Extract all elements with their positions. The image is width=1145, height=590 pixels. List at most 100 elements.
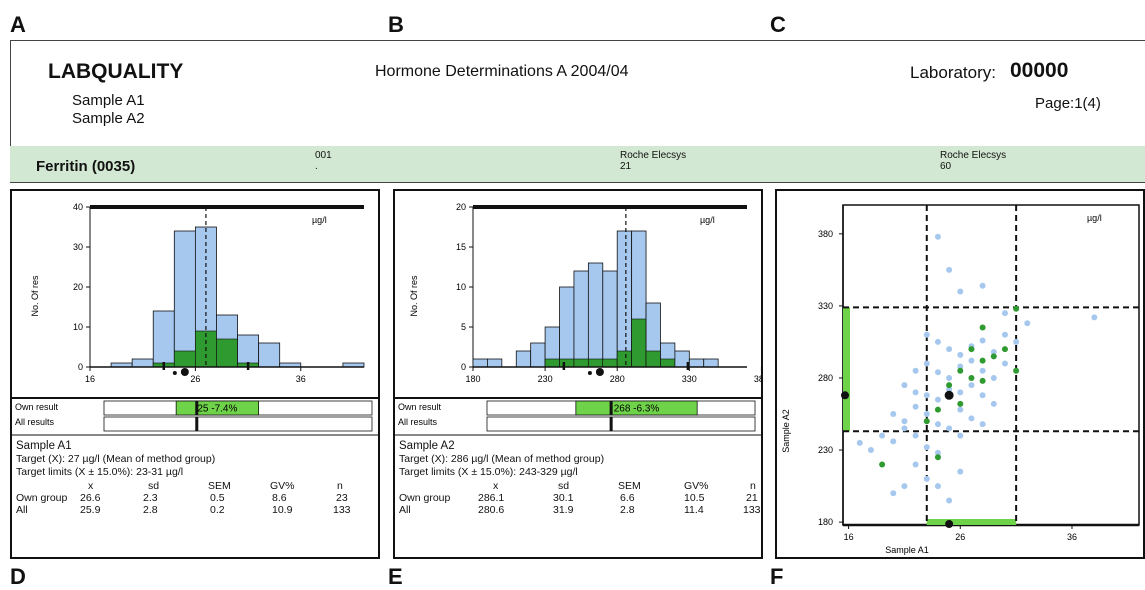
scatter-point-all (934, 338, 941, 345)
stats-a2-h-sd: sd (558, 480, 570, 492)
hist-bar-all (131, 358, 154, 368)
scatter-point-all (968, 415, 975, 422)
stats-a2-own-sd: 30.1 (553, 492, 574, 504)
method-code: 001 (315, 150, 332, 161)
own-result-bar-a1: Own result All results 25 -7.4% (12, 397, 378, 436)
hist-a2-unit: µg/l (700, 215, 715, 225)
scatter-point-own (979, 377, 986, 384)
stats-a1-all-x: 25.9 (80, 504, 101, 516)
histogram-sample-a1: No. Of res µg/l 0 10 20 30 40 16 26 36 (30, 202, 365, 384)
hist-bar-own (588, 358, 604, 368)
hist-y-tick-label: 20 (73, 282, 83, 292)
stats-a2-h-n: n (750, 480, 756, 492)
stats-a2-all-sd: 31.9 (553, 504, 574, 516)
stats-a2-h-cv: GV% (684, 480, 709, 492)
stats-a2-all-cv: 11.4 (684, 504, 704, 516)
scatter-point-all (901, 483, 908, 490)
scatter-point-all (901, 418, 908, 425)
scatter-point-all (912, 432, 919, 439)
scatter-point-all (946, 266, 953, 273)
analyte-band (10, 146, 1145, 182)
scatter-point-own (979, 357, 986, 364)
scatter-point-all (946, 497, 953, 504)
scatter-point-all (946, 386, 953, 393)
lab-number: 00000 (1010, 59, 1069, 82)
hist-y-tick-label: 10 (456, 282, 466, 292)
res-all-box (103, 416, 373, 432)
scatter-point-all (879, 432, 886, 439)
hist-a2-ylabel: No. Of res (409, 275, 419, 317)
scatter-y-tick-label: 230 (818, 445, 833, 455)
hist-a1-ylabel: No. Of res (30, 275, 40, 317)
scatter-ylabel: Sample A2 (781, 409, 791, 453)
scatter-point-own (1013, 367, 1020, 374)
scatter-y-tick-label: 380 (818, 229, 833, 239)
org-name: LABQUALITY (48, 60, 184, 83)
hist-x-tick-label: 280 (610, 374, 625, 384)
hist-own-result-dot (172, 371, 177, 375)
scatter-point-all (979, 367, 986, 374)
stats-a2-own-n: 21 (746, 492, 758, 504)
scatter-point-all (934, 369, 941, 376)
scatter-point-all (1001, 331, 1008, 338)
scatter-point-all (957, 363, 964, 370)
scatter-point-all (1091, 314, 1098, 321)
scatter-point-all (990, 400, 997, 407)
scatter-point-all (957, 351, 964, 358)
sample-2-label: Sample A2 (72, 110, 145, 127)
scatter-x-tick-label: 36 (1067, 532, 1077, 542)
scatter-point-all (912, 389, 919, 396)
scatter-point-all (923, 411, 930, 418)
scatter-point-own (957, 400, 964, 407)
hist-y-tick-label: 40 (73, 202, 83, 212)
scatter-frame (842, 204, 1140, 526)
method-code-sub: . (315, 161, 318, 172)
hist-x-tick-label: 330 (682, 374, 697, 384)
stats-a2-all-x: 280.6 (478, 504, 505, 516)
hist-bar-own (573, 358, 589, 368)
hist-bar-all (602, 270, 618, 368)
hist-bar-all (573, 270, 589, 368)
hist-own-result-dot (587, 371, 592, 375)
hist-bar-own (660, 358, 676, 368)
scatter-point-all (890, 490, 897, 497)
scatter-point-own (934, 454, 941, 461)
scatter-own-result-y-marker (841, 391, 849, 400)
stats-a2-target: Target (X): 286 µg/l (Mean of method gro… (399, 453, 605, 465)
stats-a1-all-sem: 0.2 (210, 504, 225, 516)
scatter-point-all (968, 382, 975, 389)
scatter-point-all (901, 425, 908, 432)
method-2-count: 60 (940, 161, 952, 172)
stats-a2-h-x: x (493, 480, 499, 492)
stats-a2-all-sem: 2.8 (620, 504, 635, 516)
hist-bar-all (173, 230, 196, 368)
scatter-point-all (923, 331, 930, 338)
stats-a1-h-cv: GV% (270, 480, 295, 492)
hist-bar-all (515, 350, 532, 368)
scatter-point-own (990, 353, 997, 360)
stats-a2-own-cv: 10.5 (684, 492, 705, 504)
hist-bar-all (530, 342, 546, 368)
scatter-point-all (957, 288, 964, 295)
scatter-point-own (968, 374, 975, 381)
panel-label-a: A (10, 12, 26, 37)
scatter-xlabel: Sample A1 (885, 545, 929, 555)
scatter-point-all (946, 374, 953, 381)
res-own-value: 25 -7.4% (197, 404, 237, 415)
analyte-name: Ferritin (0035) (36, 158, 136, 175)
stats-a1-row-all: All (16, 504, 28, 516)
panel-label-b: B (388, 12, 404, 37)
hist-own-result-marker (595, 368, 604, 376)
scatter-point-all (923, 392, 930, 399)
scatter-point-all (957, 389, 964, 396)
stats-a2-sample: Sample A2 (399, 440, 455, 452)
hist-bar-all (472, 358, 488, 368)
hist-y-tick-label: 5 (461, 322, 466, 332)
hist-bar-own (602, 358, 618, 368)
stats-a1-own-sd: 2.3 (143, 492, 158, 504)
hist-bar-own (559, 358, 575, 368)
scatter-point-all (856, 439, 863, 446)
stats-a1-own-cv: 8.6 (272, 492, 287, 504)
scatter-point-all (912, 367, 919, 374)
scatter-point-own (957, 367, 964, 374)
